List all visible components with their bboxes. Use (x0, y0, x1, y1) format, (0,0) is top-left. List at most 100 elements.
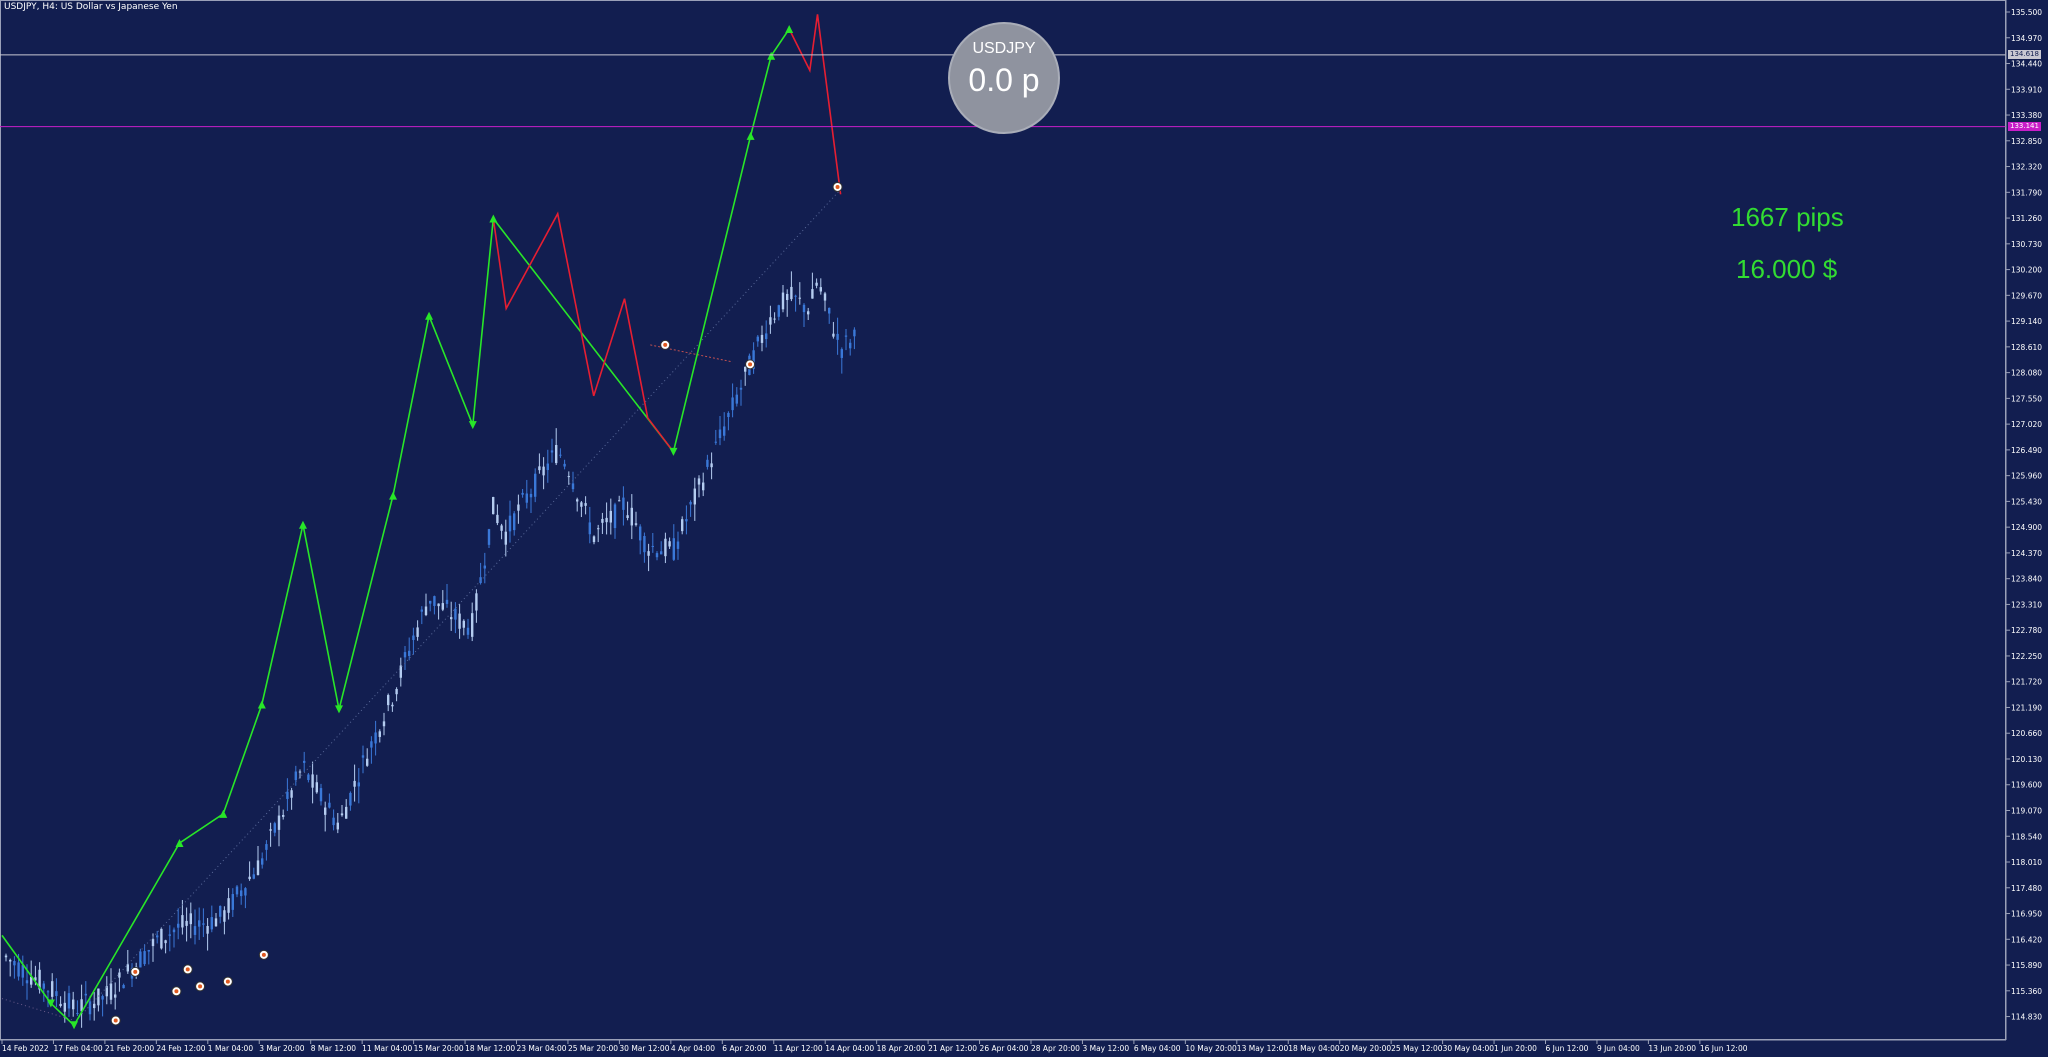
candle-body (643, 536, 646, 553)
candle-body (151, 939, 155, 947)
candle-body (731, 397, 734, 411)
price-tick-label: 115.890 (2011, 961, 2042, 970)
candle-body (105, 986, 108, 997)
price-axis: 135.500 134.970 134.440 133.910 133.380 132.8… (2005, 0, 2042, 1040)
candle-body (504, 531, 507, 545)
time-tick-label: 3 Mar 20:00 (259, 1044, 305, 1053)
candle-body (781, 292, 785, 310)
price-tick-label: 134.970 (2011, 34, 2042, 43)
candle-body (483, 565, 486, 569)
candle-body (315, 782, 318, 793)
candle-body (466, 627, 470, 635)
time-tick-label: 25 Mar 20:00 (568, 1044, 618, 1053)
time-tick-label: 28 Apr 20:00 (1031, 1044, 1080, 1053)
trade-marker-dot (133, 969, 138, 974)
candle-body (51, 981, 54, 997)
candle-body (172, 929, 176, 933)
candle-body (109, 983, 113, 1000)
candles-group (4, 271, 856, 1028)
candle-body (559, 454, 562, 456)
candle-body (273, 823, 276, 833)
candle-body (508, 515, 512, 532)
price-tick-label: 129.670 (2011, 291, 2042, 300)
candle-body (63, 1002, 66, 1012)
time-tick-label: 9 Jun 04:00 (1597, 1044, 1640, 1053)
swing-low-arrow (669, 447, 678, 456)
time-tick-label: 14 Apr 04:00 (825, 1044, 874, 1053)
candle-body (59, 1003, 62, 1007)
price-tick-label: 122.250 (2011, 652, 2042, 661)
swing-high-arrow (219, 809, 228, 818)
candle-body (664, 538, 667, 557)
price-tick-label: 118.010 (2011, 858, 2042, 867)
price-tick-label: 118.540 (2011, 832, 2042, 841)
trade-link-line (1, 998, 75, 1021)
candle-body (345, 806, 348, 819)
candle-body (219, 905, 222, 917)
time-tick-label: 18 Mar 12:00 (465, 1044, 515, 1053)
candle-body (76, 1012, 79, 1014)
candle-body (844, 335, 848, 337)
candle-body (475, 593, 478, 611)
candle-body (630, 507, 633, 526)
time-tick-label: 6 May 04:00 (1134, 1044, 1181, 1053)
swing-high-arrow (746, 131, 755, 140)
candle-body (584, 503, 587, 506)
candle-body (744, 366, 747, 372)
candle-body (718, 429, 722, 439)
trade-markers-group (110, 181, 843, 1026)
price-tick-label: 131.790 (2011, 188, 2042, 197)
time-tick-label: 21 Apr 12:00 (928, 1044, 977, 1053)
candle-body (441, 603, 444, 610)
candle-body (660, 551, 663, 555)
candle-body (277, 815, 281, 830)
price-tick-label: 128.610 (2011, 343, 2042, 352)
candle-body (613, 504, 617, 529)
candle-body (282, 815, 285, 817)
price-tick-label: 116.950 (2011, 910, 2042, 919)
candle-body (832, 333, 835, 337)
time-tick-label: 30 May 04:00 (1443, 1044, 1495, 1053)
price-tick-label: 123.310 (2011, 600, 2042, 609)
candle-body (471, 613, 474, 637)
candle-body (836, 333, 839, 340)
candle-body (214, 918, 218, 927)
candle-body (399, 665, 402, 678)
price-tick-label: 122.780 (2011, 626, 2042, 635)
candle-body (513, 513, 516, 531)
candle-body (353, 780, 356, 787)
candle-body (601, 518, 604, 523)
candle-body (454, 608, 457, 620)
zigzag-down-line (492, 211, 675, 453)
time-tick-label: 3 May 12:00 (1082, 1044, 1129, 1053)
candle-body (752, 350, 755, 369)
swing-high-arrow (257, 700, 266, 709)
candle-body (382, 721, 386, 727)
candle-body (294, 771, 297, 781)
candle-body (445, 599, 449, 604)
price-tick-label: 130.730 (2011, 240, 2042, 249)
candle-body (685, 519, 688, 522)
time-tick-label: 6 Jun 12:00 (1546, 1044, 1589, 1053)
time-tick-label: 1 Jun 20:00 (1494, 1044, 1537, 1053)
candle-body (256, 860, 260, 876)
candle-body (391, 704, 394, 707)
candle-body (395, 688, 398, 695)
time-tick-label: 10 May 20:00 (1185, 1044, 1237, 1053)
trend-line-group (1, 189, 842, 1024)
candle-body (697, 478, 701, 485)
candle-body (38, 969, 41, 990)
candle-body (30, 976, 33, 985)
candle-body (563, 463, 566, 467)
price-tick-label: 125.960 (2011, 472, 2042, 481)
candle-body (25, 980, 29, 984)
candle-body (101, 996, 104, 1000)
candle-body (618, 500, 621, 502)
swing-low-arrow (70, 1021, 79, 1030)
candle-body (84, 993, 87, 996)
time-tick-label: 30 Mar 12:00 (619, 1044, 669, 1053)
candle-body (693, 488, 696, 505)
candle-body (328, 802, 331, 808)
